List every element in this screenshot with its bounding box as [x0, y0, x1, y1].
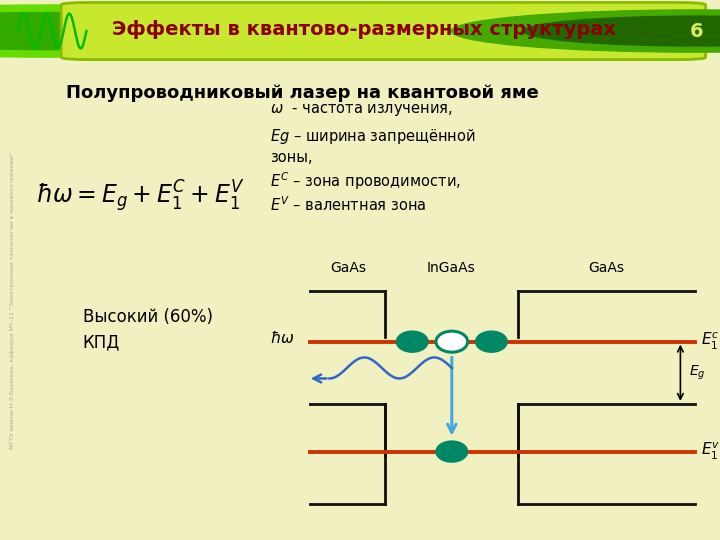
Text: Эффекты в квантово-размерных структурах: Эффекты в квантово-размерных структурах: [112, 21, 616, 39]
FancyBboxPatch shape: [61, 3, 706, 59]
Text: $E_1^c$: $E_1^c$: [701, 331, 719, 352]
Text: Полупроводниковый лазер на квантовой яме: Полупроводниковый лазер на квантовой яме: [66, 84, 539, 102]
Text: $Eg$ – ширина запрещённой: $Eg$ – ширина запрещённой: [270, 126, 476, 146]
Circle shape: [0, 5, 354, 57]
Text: $E^V$ – валентная зона: $E^V$ – валентная зона: [270, 195, 426, 214]
Text: $\omega$  - частота излучения,: $\omega$ - частота излучения,: [270, 102, 453, 118]
Circle shape: [475, 331, 507, 352]
Circle shape: [0, 12, 268, 50]
Circle shape: [451, 10, 720, 52]
Circle shape: [436, 331, 468, 352]
Text: МГТУ имени Н.Э.Баумана, кафедра МТ-11 "Электронные технологии в машиностроении": МГТУ имени Н.Э.Баумана, кафедра МТ-11 "Э…: [11, 153, 15, 449]
Circle shape: [396, 331, 428, 352]
Text: 6: 6: [690, 22, 703, 40]
Text: $E_1^v$: $E_1^v$: [701, 441, 720, 462]
Text: InGaAs: InGaAs: [427, 261, 476, 275]
Text: $E^C$ – зона проводимости,: $E^C$ – зона проводимости,: [270, 171, 461, 192]
Circle shape: [436, 441, 468, 462]
Text: GaAs: GaAs: [330, 261, 366, 275]
Circle shape: [523, 16, 720, 46]
Text: $\hbar\omega$: $\hbar\omega$: [270, 330, 295, 347]
Text: $E_g$: $E_g$: [689, 363, 706, 382]
Text: зоны,: зоны,: [270, 150, 312, 165]
Text: GaAs: GaAs: [588, 261, 624, 275]
Text: $\hbar\omega = E_g + E_1^C + E_1^V$: $\hbar\omega = E_g + E_1^C + E_1^V$: [36, 178, 245, 214]
Text: Высокий (60%)
КПД: Высокий (60%) КПД: [83, 308, 213, 351]
